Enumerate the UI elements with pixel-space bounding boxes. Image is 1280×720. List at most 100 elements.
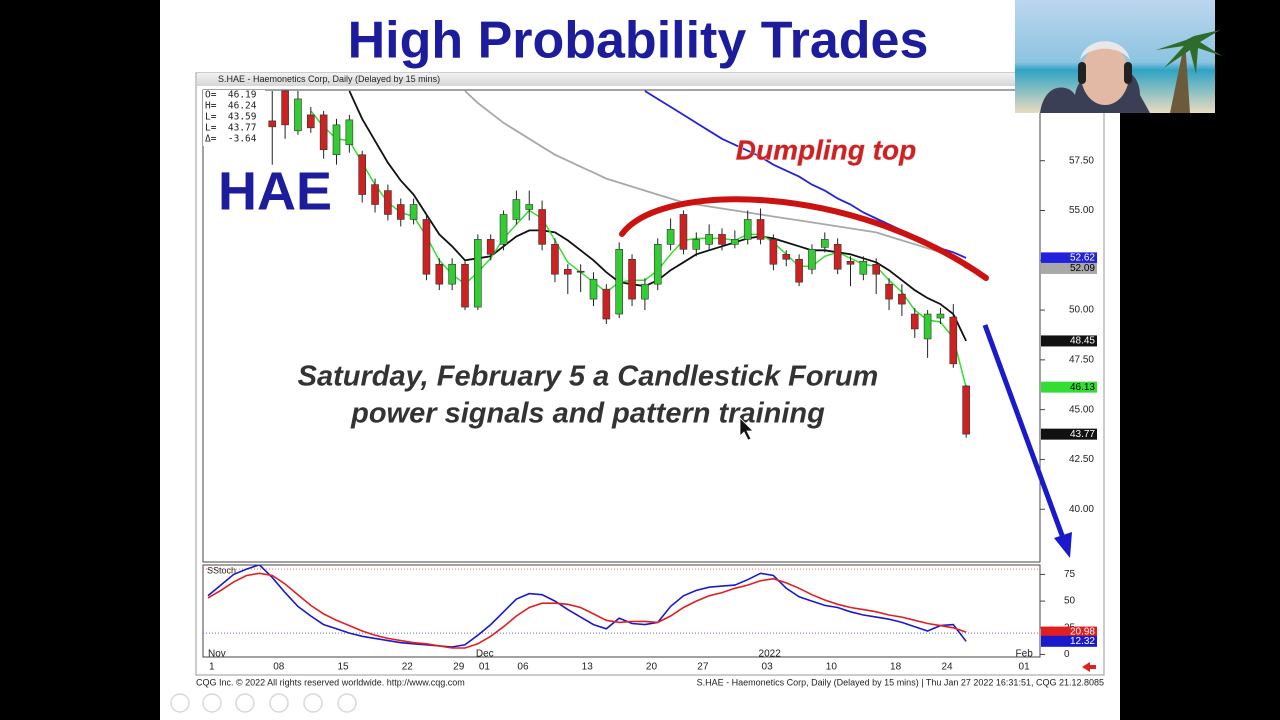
candle-body bbox=[949, 316, 958, 365]
candle-body bbox=[268, 120, 277, 128]
candle-body bbox=[384, 190, 392, 215]
candle-body bbox=[538, 209, 546, 245]
x-tick-label: 13 bbox=[582, 662, 594, 673]
last-value-label: 12.32 bbox=[1070, 636, 1095, 647]
toolbar-button[interactable] bbox=[269, 693, 289, 713]
candle-body bbox=[718, 234, 726, 245]
last-value-label-box bbox=[1041, 626, 1097, 638]
candle-body bbox=[551, 244, 559, 275]
toolbar-button[interactable] bbox=[303, 693, 323, 713]
ohlc-text: L= 43.77 bbox=[205, 123, 256, 134]
candle-body bbox=[731, 239, 739, 245]
candle-body bbox=[808, 249, 816, 270]
candle-body bbox=[679, 214, 688, 250]
annotation: Dumpling top bbox=[736, 134, 916, 165]
last-value-label: 46.13 bbox=[1070, 382, 1095, 393]
candle-body bbox=[332, 124, 341, 156]
y-tick-label: 45.00 bbox=[1069, 404, 1094, 415]
candle-body bbox=[409, 204, 418, 220]
x-group-label: Feb bbox=[1016, 649, 1034, 660]
dumpling-arc bbox=[619, 196, 989, 281]
x-group-label: 2022 bbox=[759, 649, 782, 660]
candle-body bbox=[525, 204, 534, 210]
ohlc-background bbox=[203, 90, 265, 146]
y-tick-label: 57.50 bbox=[1069, 155, 1094, 166]
ohlc-text: L= 43.59 bbox=[205, 112, 257, 123]
playback-toolbar bbox=[170, 693, 357, 713]
trend-arrow bbox=[982, 324, 1066, 539]
x-tick-label: 29 bbox=[453, 662, 465, 673]
candle-body bbox=[294, 98, 302, 132]
candle-body bbox=[833, 244, 842, 270]
stoch-line bbox=[207, 572, 967, 649]
x-tick-label: 20 bbox=[646, 662, 658, 673]
x-tick-label: 24 bbox=[941, 662, 953, 673]
x-tick-label: 27 bbox=[697, 662, 709, 673]
candle-body bbox=[602, 288, 611, 320]
candle-body bbox=[306, 114, 315, 129]
y-tick-label: 47.50 bbox=[1069, 354, 1094, 365]
slide-title: High Probability Trades bbox=[348, 12, 929, 70]
webcam-feed bbox=[1015, 0, 1222, 113]
y-tick-label: 0 bbox=[1064, 649, 1070, 660]
candle-body bbox=[898, 293, 906, 305]
candle-body bbox=[872, 263, 881, 275]
x-group-label: Nov bbox=[208, 649, 226, 660]
notice-line: power signals and pattern training bbox=[350, 398, 825, 430]
toolbar-button[interactable] bbox=[202, 693, 222, 713]
candle-body bbox=[435, 263, 444, 285]
candle-body bbox=[461, 263, 469, 308]
y-tick-label: 50.00 bbox=[1069, 305, 1094, 316]
candle-body bbox=[910, 313, 919, 330]
y-tick-label: 42.50 bbox=[1069, 454, 1094, 465]
indicator-title: SStoch bbox=[207, 565, 236, 575]
ohlc-text: Δ= -3.64 bbox=[205, 134, 257, 145]
candle-body bbox=[782, 254, 791, 260]
candle-body bbox=[756, 219, 765, 240]
candle-body bbox=[653, 244, 662, 285]
y-tick-label: 40.00 bbox=[1069, 504, 1094, 515]
candle-body bbox=[692, 239, 701, 250]
chart-header bbox=[197, 73, 1015, 86]
scroll-arrow[interactable] bbox=[1082, 662, 1096, 672]
last-value-label: 52.09 bbox=[1070, 263, 1095, 274]
candle-body bbox=[743, 219, 752, 240]
candle-body bbox=[795, 258, 803, 283]
x-tick-label: 01 bbox=[479, 662, 491, 673]
last-value-label: 20.98 bbox=[1070, 627, 1095, 638]
candle-body bbox=[820, 239, 829, 248]
footer-right: S.HAE - Haemonetics Corp, Daily (Delayed… bbox=[697, 677, 1104, 687]
candle-body bbox=[396, 204, 405, 220]
toolbar-button[interactable] bbox=[235, 693, 255, 713]
last-value-label-box bbox=[1041, 381, 1097, 393]
x-tick-label: 10 bbox=[826, 662, 838, 673]
chart-frame bbox=[195, 72, 1105, 676]
last-value-label: 48.45 bbox=[1070, 336, 1095, 347]
moving-average-line bbox=[310, 110, 967, 388]
candle-body bbox=[422, 219, 431, 275]
candle-body bbox=[641, 283, 649, 300]
x-tick-label: 22 bbox=[402, 662, 414, 673]
last-value-label-box bbox=[1041, 262, 1097, 274]
last-close-label: 43.77 bbox=[1070, 429, 1095, 440]
x-tick-label: 1 bbox=[209, 662, 215, 673]
y-tick-label: 75 bbox=[1064, 569, 1076, 580]
mouse-cursor bbox=[739, 417, 754, 441]
y-tick-label: 55.00 bbox=[1069, 205, 1094, 216]
last-value-label: 52.62 bbox=[1070, 253, 1095, 264]
plot-layer: 40.0042.5045.0047.5050.0052.5055.0057.50… bbox=[203, 90, 1097, 673]
x-tick-label: 18 bbox=[890, 662, 902, 673]
x-group-label: Dec bbox=[476, 649, 494, 660]
ohlc-text: O= 46.19 bbox=[205, 90, 257, 101]
candle-body bbox=[448, 263, 456, 285]
toolbar-button[interactable] bbox=[337, 693, 357, 713]
candle-body bbox=[371, 184, 379, 205]
toolbar-button[interactable] bbox=[170, 693, 190, 713]
moving-average-line bbox=[464, 90, 967, 270]
candle-body bbox=[319, 114, 328, 151]
ohlc-text: H= 46.24 bbox=[205, 101, 257, 112]
last-value-label-box bbox=[1041, 252, 1097, 264]
x-tick-label: 01 bbox=[1019, 662, 1031, 673]
candle-body bbox=[615, 249, 624, 315]
